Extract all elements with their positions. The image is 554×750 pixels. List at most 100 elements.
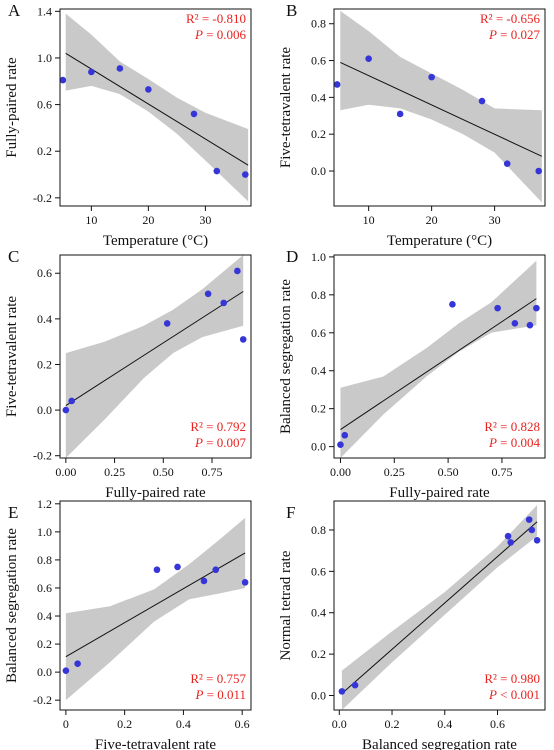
y-tick-label: 1.0 bbox=[37, 51, 52, 65]
data-point bbox=[507, 539, 515, 546]
r-squared-label: R² = 0.792 bbox=[190, 419, 246, 434]
data-point bbox=[504, 532, 512, 540]
y-tick-label: 0.2 bbox=[311, 647, 326, 661]
x-tick-label: 0.4 bbox=[176, 717, 191, 731]
data-point bbox=[526, 321, 534, 329]
x-tick-label: 20 bbox=[142, 213, 154, 227]
y-tick-label: 0.6 bbox=[311, 54, 326, 68]
y-tick-label: 0.6 bbox=[311, 326, 326, 340]
p-value-label: P = 0.004 bbox=[488, 435, 541, 450]
y-axis-label: Balanced segregation rate bbox=[278, 279, 294, 434]
panel-d: 0.00 0.25 0.50 0.75 0.0 0.2 0.4 0.6 0.8 1.0 Fully-… bbox=[278, 247, 546, 501]
y-tick-label: 0.2 bbox=[311, 402, 326, 416]
p-value-label: P = 0.006 bbox=[194, 27, 247, 42]
y-tick-label: 0.4 bbox=[311, 90, 326, 104]
y-tick-label: 0.6 bbox=[37, 266, 52, 280]
panel-a: 10 20 30 -0.2 0.2 0.6 1.0 1.4 Temperature (°C) Fu… bbox=[4, 1, 252, 249]
p-value: = 0.004 bbox=[497, 435, 541, 450]
y-tick-label: 0.2 bbox=[311, 127, 326, 141]
x-axis-label: Temperature (°C) bbox=[387, 233, 492, 249]
data-point bbox=[351, 681, 359, 689]
x-axis-label: Balanced segregation rate bbox=[362, 737, 517, 750]
data-point bbox=[503, 160, 511, 167]
p-symbol: P bbox=[194, 435, 203, 450]
regression-line bbox=[340, 298, 537, 430]
plot-frame bbox=[59, 500, 252, 711]
regression-line bbox=[340, 61, 543, 157]
confidence-band bbox=[340, 10, 542, 203]
panel-label: A bbox=[8, 1, 21, 20]
data-point bbox=[337, 441, 344, 449]
panel-f: 0.0 0.2 0.4 0.6 0.0 0.2 0.4 0.6 0.8 Balanced segr… bbox=[278, 500, 546, 750]
x-axis-label: Temperature (°C) bbox=[103, 233, 208, 249]
data-point bbox=[525, 516, 533, 523]
r-squared-label: R² = 0.828 bbox=[484, 419, 540, 434]
x-tick-label: 0.4 bbox=[437, 717, 452, 731]
p-value-label: P < 0.001 bbox=[488, 687, 540, 702]
p-value: = 0.007 bbox=[203, 435, 247, 450]
x-tick-label: 0.00 bbox=[55, 465, 76, 479]
x-tick-label: 0.2 bbox=[385, 717, 400, 731]
data-point bbox=[213, 167, 221, 175]
data-point bbox=[341, 431, 349, 439]
data-point bbox=[62, 667, 70, 675]
p-symbol: P bbox=[488, 687, 497, 702]
x-tick-label: 10 bbox=[85, 213, 97, 227]
p-value: = 0.006 bbox=[203, 27, 247, 42]
x-tick-label: 0.50 bbox=[438, 465, 459, 479]
y-tick-label: 0.2 bbox=[37, 637, 52, 651]
y-tick-label: -0.2 bbox=[33, 191, 52, 205]
data-point bbox=[74, 660, 81, 668]
data-point bbox=[116, 65, 124, 72]
y-tick-label: 0.8 bbox=[37, 553, 52, 567]
data-point bbox=[174, 563, 181, 571]
x-axis-label: Five-tetravalent rate bbox=[95, 737, 217, 750]
data-point bbox=[478, 97, 486, 105]
y-tick-label: 1.4 bbox=[37, 4, 52, 18]
y-tick-label: -0.2 bbox=[33, 449, 52, 463]
regression-line bbox=[341, 521, 538, 694]
p-value: < 0.001 bbox=[497, 687, 540, 702]
y-tick-label: 0.6 bbox=[37, 581, 52, 595]
panel-label: F bbox=[286, 503, 295, 522]
data-point bbox=[535, 167, 543, 175]
p-symbol: P bbox=[194, 27, 203, 42]
y-tick-label: 0.2 bbox=[37, 357, 52, 371]
confidence-band bbox=[65, 517, 246, 701]
data-point bbox=[533, 537, 541, 544]
y-axis-label: Five-tetravalent rate bbox=[278, 47, 294, 169]
y-tick-label: 0.6 bbox=[37, 98, 52, 112]
y-tick-label: 1.2 bbox=[37, 497, 52, 511]
x-axis-label: Fully-paired rate bbox=[389, 485, 490, 501]
p-value-label: P = 0.011 bbox=[194, 687, 246, 702]
x-tick-label: 0.6 bbox=[490, 717, 505, 731]
data-point bbox=[62, 406, 70, 414]
panel-label: E bbox=[8, 503, 18, 522]
panel-label: C bbox=[8, 247, 19, 266]
y-axis-label: Five-tetravalent rate bbox=[4, 296, 20, 418]
data-point bbox=[239, 336, 247, 343]
data-point bbox=[59, 76, 67, 84]
data-point bbox=[365, 55, 372, 63]
regression-line bbox=[65, 52, 249, 166]
r-squared-label: R² = 0.980 bbox=[484, 671, 540, 686]
x-axis-label: Fully-paired rate bbox=[105, 485, 206, 501]
panel-label: D bbox=[286, 247, 298, 266]
p-value: = 0.027 bbox=[497, 27, 541, 42]
x-tick-label: 0 bbox=[63, 717, 69, 731]
plot-frame bbox=[59, 254, 252, 459]
plot-frame bbox=[59, 8, 252, 207]
x-tick-label: 0.6 bbox=[235, 717, 250, 731]
y-axis-label: Fully-paired rate bbox=[4, 57, 20, 158]
x-tick-label: 20 bbox=[426, 213, 438, 227]
y-tick-label: 0.4 bbox=[311, 606, 326, 620]
r-squared-label: R² = -0.656 bbox=[480, 11, 540, 26]
y-tick-label: 0.8 bbox=[311, 523, 326, 537]
confidence-band bbox=[340, 260, 537, 458]
x-tick-label: 0.75 bbox=[202, 465, 223, 479]
confidence-band bbox=[65, 255, 244, 458]
data-point bbox=[241, 579, 249, 586]
data-point bbox=[212, 566, 220, 574]
x-tick-label: 0.25 bbox=[104, 465, 125, 479]
y-tick-label: 0.0 bbox=[311, 164, 326, 178]
